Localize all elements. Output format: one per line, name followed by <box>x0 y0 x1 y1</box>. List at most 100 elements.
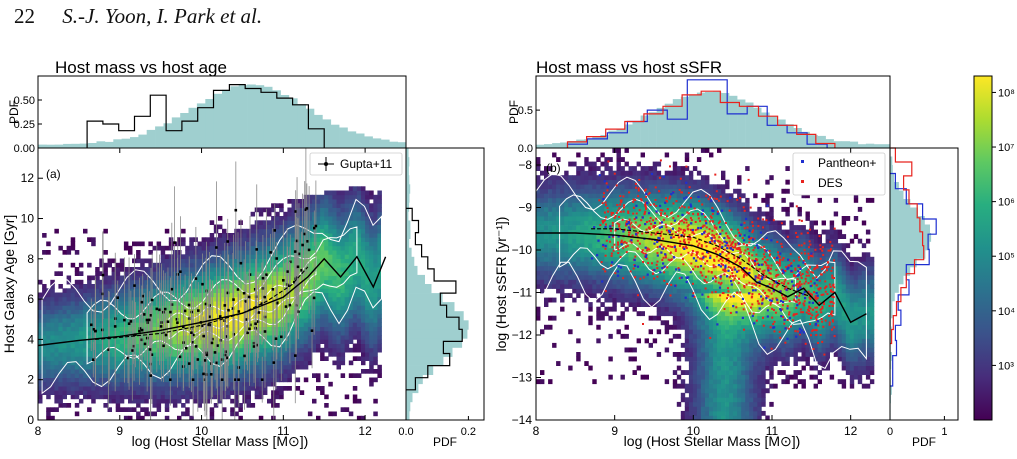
heatmap-cell <box>160 245 166 251</box>
heatmap-cell <box>572 225 577 230</box>
heatmap-cell <box>74 322 80 327</box>
heatmap-cell <box>283 224 288 230</box>
heatmap-cell <box>676 211 682 217</box>
heatmap-cell <box>230 347 235 353</box>
heatmap-cell <box>107 313 112 319</box>
heatmap-cell <box>230 309 235 315</box>
heatmap-cell <box>140 373 145 378</box>
heatmap-cell <box>328 228 333 234</box>
heatmap-cell <box>632 238 637 244</box>
heatmap-cell <box>160 271 166 276</box>
hist-bar <box>793 128 802 148</box>
heatmap-cell <box>540 202 545 208</box>
x-tick-label: 0.2 <box>461 426 476 438</box>
heatmap-cell <box>74 292 80 298</box>
heatmap-cell <box>560 265 565 271</box>
heatmap-cell <box>660 216 666 221</box>
heatmap-cell <box>222 245 227 251</box>
heatmap-cell <box>172 377 178 383</box>
heatmap-cell <box>604 311 609 317</box>
heatmap-cell <box>612 293 617 298</box>
heatmap-cell <box>568 234 573 239</box>
heatmap-cell <box>197 250 202 255</box>
heatmap-cell <box>361 241 366 247</box>
heatmap-cell <box>620 220 625 226</box>
heatmap-cell <box>152 313 157 319</box>
heatmap-cell <box>572 229 577 235</box>
heatmap-cell <box>552 274 557 280</box>
heatmap-cell <box>103 313 108 319</box>
heatmap-cell <box>556 247 561 253</box>
heatmap-cell <box>377 288 382 293</box>
heatmap-cell <box>291 258 296 264</box>
heatmap-cell <box>600 288 605 294</box>
heatmap-cell <box>640 311 645 317</box>
heatmap-cell <box>38 322 43 327</box>
heatmap-cell <box>74 313 80 319</box>
heatmap-cell <box>152 386 157 391</box>
heatmap-cell <box>226 373 231 378</box>
heatmap-cell <box>160 377 166 383</box>
panel-a-side-hist-xlabel: PDF <box>433 435 457 449</box>
heatmap-cell <box>234 394 239 400</box>
heatmap-cell <box>608 184 613 190</box>
heatmap-cell <box>83 373 88 378</box>
heatmap-cell <box>74 326 80 332</box>
heatmap-cell <box>128 347 133 353</box>
hist-bar <box>247 84 256 148</box>
heatmap-cell <box>592 197 597 203</box>
heatmap-cell <box>676 229 682 235</box>
heatmap-cell <box>624 206 629 212</box>
heatmap-cell <box>291 292 296 298</box>
heatmap-cell <box>144 267 149 272</box>
heatmap-cell <box>177 318 182 323</box>
hist-bar <box>255 85 265 148</box>
heatmap-cell <box>87 284 92 289</box>
hist-bar <box>406 211 409 221</box>
heatmap-cell <box>648 265 653 271</box>
heatmap-cell <box>332 220 337 225</box>
heatmap-cell <box>205 313 211 319</box>
heatmap-cell <box>250 305 256 310</box>
heatmap-cell <box>87 335 92 340</box>
heatmap-cell <box>644 188 649 194</box>
scatter-point <box>140 300 144 304</box>
heatmap-cell <box>548 315 553 321</box>
heatmap-cell <box>656 302 662 307</box>
heatmap-cell <box>600 311 605 317</box>
heatmap-cell <box>58 381 63 387</box>
heatmap-cell <box>128 369 133 374</box>
heatmap-cell <box>46 292 51 298</box>
heatmap-cell <box>250 262 256 268</box>
heatmap-cell <box>78 330 84 336</box>
heatmap-cell <box>177 364 182 370</box>
heatmap-cell <box>275 339 280 344</box>
heatmap-cell <box>70 360 76 366</box>
heatmap-cell <box>250 237 256 242</box>
heatmap-cell <box>600 234 605 239</box>
heatmap-cell <box>356 241 362 247</box>
panel-a-top-hist: PDF 0.000.250.50 <box>7 75 407 155</box>
heatmap-cell <box>91 377 96 383</box>
heatmap-cell <box>548 197 553 203</box>
heatmap-cell <box>628 202 633 208</box>
hist-bar <box>188 107 198 148</box>
heatmap-cell <box>234 373 239 378</box>
heatmap-cell <box>660 274 666 280</box>
heatmap-cell <box>307 411 313 417</box>
heatmap-cell <box>123 394 129 400</box>
heatmap-cell <box>201 309 207 315</box>
heatmap-cell <box>369 381 374 387</box>
heatmap-cell <box>234 288 239 293</box>
heatmap-cell <box>107 318 112 323</box>
hist-bar <box>672 99 682 148</box>
heatmap-cell <box>50 301 55 306</box>
heatmap-cell <box>608 220 613 226</box>
heatmap-cell <box>348 326 354 332</box>
heatmap-cell <box>560 279 565 285</box>
heatmap-cell <box>324 237 329 242</box>
heatmap-cell <box>115 394 121 400</box>
heatmap-cell <box>160 352 166 357</box>
x-tick-label: 12 <box>358 424 372 438</box>
heatmap-cell <box>576 184 581 190</box>
